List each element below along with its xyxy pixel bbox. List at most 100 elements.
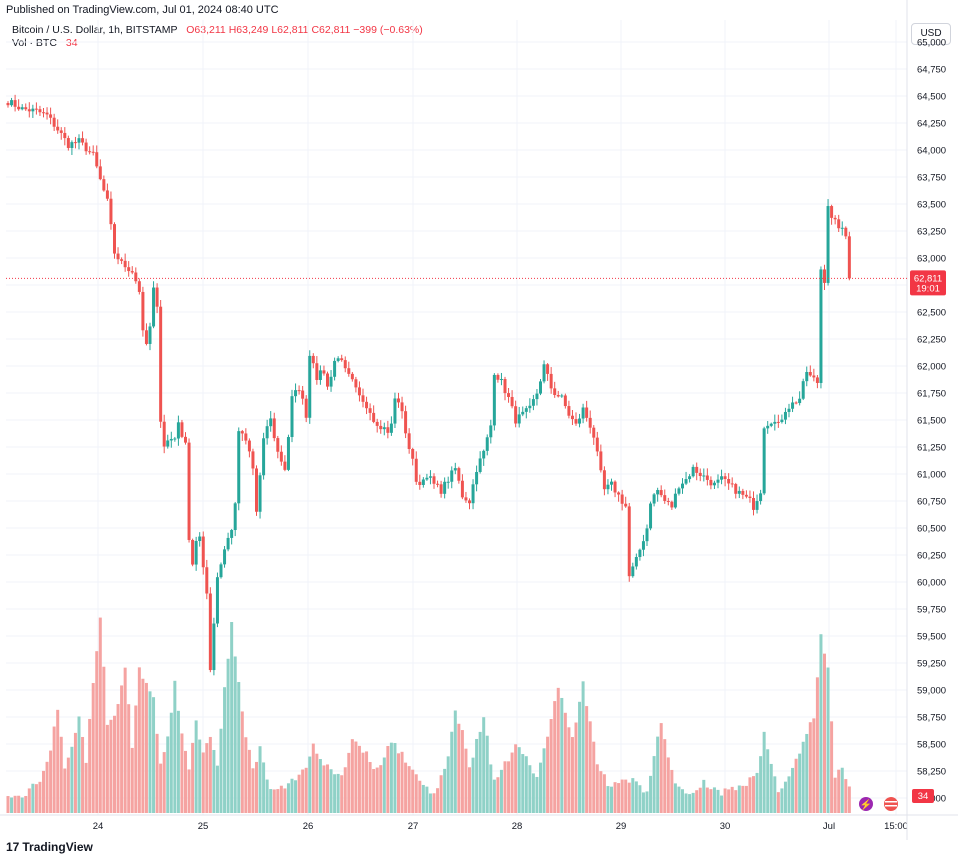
candle-body bbox=[808, 371, 812, 376]
volume-bar bbox=[808, 722, 812, 813]
volume-bar bbox=[414, 774, 418, 813]
candle-body bbox=[162, 421, 166, 447]
x-tick-label: 29 bbox=[616, 821, 627, 832]
volume-bar bbox=[230, 622, 234, 813]
volume-bar bbox=[6, 796, 10, 813]
candle-body bbox=[542, 364, 546, 382]
volume-bar bbox=[556, 687, 560, 813]
us-flag-icon[interactable] bbox=[884, 797, 898, 811]
candle-body bbox=[116, 253, 120, 260]
volume-bar bbox=[755, 772, 759, 813]
candle-body bbox=[393, 398, 397, 424]
volume-bar bbox=[357, 745, 361, 813]
volume-bar bbox=[286, 783, 290, 813]
high-value: H63,249 bbox=[228, 24, 269, 36]
candle-body bbox=[144, 330, 148, 344]
change-value: −399 (−0.63%) bbox=[353, 24, 423, 36]
candle-body bbox=[343, 360, 347, 369]
candle-body bbox=[507, 393, 511, 397]
candle-body bbox=[262, 438, 266, 476]
volume-bar bbox=[262, 762, 266, 813]
volume-bar bbox=[162, 752, 166, 813]
candle-body bbox=[691, 466, 695, 477]
candle-body bbox=[159, 306, 163, 422]
volume-bar bbox=[336, 773, 340, 813]
candle-body bbox=[276, 438, 280, 452]
volume-bar bbox=[688, 794, 692, 813]
volume-bar bbox=[805, 733, 809, 813]
volume-bar bbox=[98, 617, 102, 813]
candle-body bbox=[194, 540, 198, 565]
candle-body bbox=[659, 490, 663, 496]
volume-bar bbox=[372, 769, 376, 813]
candle-body bbox=[766, 425, 770, 429]
volume-bar bbox=[120, 685, 124, 813]
candle-body bbox=[730, 483, 734, 485]
candle-body bbox=[705, 475, 709, 480]
volume-bar bbox=[45, 761, 49, 813]
candle-body bbox=[553, 388, 557, 396]
volume-bar bbox=[539, 762, 542, 813]
candle-body bbox=[95, 152, 99, 167]
candle-body bbox=[127, 267, 131, 272]
candle-body bbox=[741, 490, 745, 495]
candle-body bbox=[595, 437, 599, 452]
volume-bar bbox=[329, 769, 333, 813]
volume-bar bbox=[432, 793, 436, 813]
candle-body bbox=[723, 476, 727, 480]
volume-bar bbox=[702, 779, 706, 813]
volume-bar bbox=[468, 767, 471, 813]
symbol-title[interactable]: Bitcoin / U.S. Dollar, 1h, BITSTAMP bbox=[12, 24, 178, 36]
candle-body bbox=[631, 566, 635, 577]
lightning-icon[interactable] bbox=[859, 797, 873, 811]
candle-body bbox=[563, 395, 567, 407]
tradingview-logo[interactable]: 17 TradingView bbox=[6, 840, 93, 854]
volume-label[interactable]: Vol · BTC bbox=[12, 37, 57, 49]
candle-body bbox=[492, 374, 496, 426]
volume-bar bbox=[173, 680, 177, 813]
volume-bar bbox=[27, 788, 31, 813]
volume-bar bbox=[226, 658, 230, 813]
candle-body bbox=[698, 472, 702, 476]
candle-body bbox=[52, 117, 56, 127]
currency-button[interactable]: USD bbox=[911, 23, 951, 45]
volume-bar bbox=[49, 750, 53, 813]
volume-bar bbox=[255, 761, 258, 813]
volume-bar bbox=[780, 788, 784, 813]
candle-body bbox=[769, 423, 773, 426]
candle-body bbox=[70, 142, 74, 148]
candle-body bbox=[17, 106, 21, 110]
volume-bar bbox=[507, 761, 511, 813]
candle-body bbox=[414, 458, 418, 482]
candle-body bbox=[673, 493, 677, 508]
open-value: O63,211 bbox=[186, 24, 226, 36]
candle-body bbox=[205, 567, 209, 594]
volume-bar bbox=[801, 741, 805, 813]
candle-body bbox=[141, 291, 145, 331]
volume-bar bbox=[787, 776, 791, 813]
candle-body bbox=[226, 537, 230, 550]
candle-body bbox=[638, 549, 642, 558]
candle-body bbox=[191, 539, 195, 565]
volume-bar bbox=[191, 742, 195, 813]
volume-bar bbox=[535, 776, 539, 813]
volume-bar bbox=[393, 743, 397, 813]
candle-body bbox=[340, 358, 344, 361]
volume-bar bbox=[666, 757, 670, 813]
volume-bar bbox=[659, 723, 663, 813]
volume-bar bbox=[514, 744, 518, 813]
y-tick-label: 59,500 bbox=[917, 632, 946, 643]
candle-body bbox=[588, 417, 592, 428]
y-tick-label: 64,250 bbox=[917, 119, 946, 130]
volume-bar bbox=[823, 653, 826, 813]
volume-legend: Vol · BTC 34 bbox=[12, 37, 78, 49]
volume-bar bbox=[13, 795, 17, 813]
x-tick-label: 15:00 bbox=[884, 821, 908, 832]
candle-body bbox=[98, 166, 102, 180]
volume-bar bbox=[123, 667, 127, 813]
candle-body bbox=[443, 481, 447, 494]
volume-bar bbox=[340, 775, 344, 813]
last-price-value: 62,811 bbox=[914, 273, 942, 284]
y-tick-label: 64,000 bbox=[917, 146, 946, 157]
